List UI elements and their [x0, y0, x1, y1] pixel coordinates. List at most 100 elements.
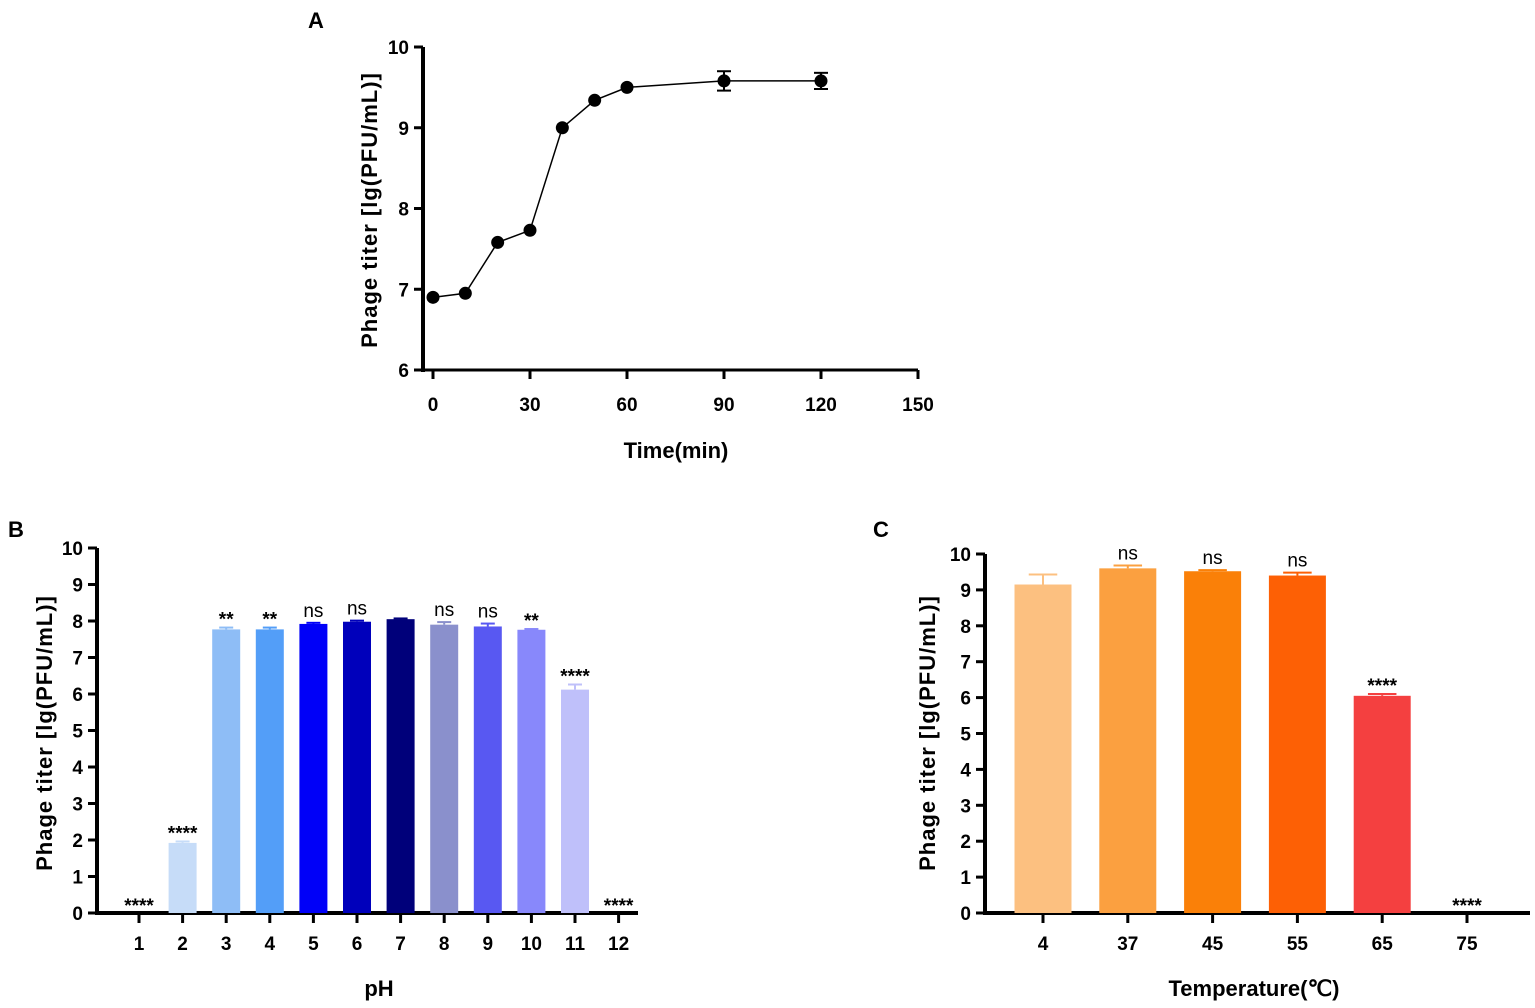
data-point — [588, 93, 602, 107]
y-tick-label: 6 — [398, 361, 409, 382]
bar — [561, 689, 589, 913]
y-tick-label: 8 — [398, 200, 409, 221]
x-tick-label: 150 — [902, 395, 934, 416]
panel-label: B — [8, 517, 24, 542]
y-tick-label: 6 — [960, 689, 971, 710]
y-tick-label: 8 — [72, 612, 83, 633]
significance-label: ns — [434, 600, 454, 621]
data-point — [426, 290, 440, 304]
significance-label: ns — [1203, 548, 1223, 569]
significance-label: **** — [560, 667, 590, 688]
x-tick-label: 90 — [713, 395, 734, 416]
panel-a: A 6 7 8 9 10 0 30 60 90 120 150 Time(min) Phage titer… — [308, 8, 934, 463]
y-tick-label: 1 — [960, 868, 971, 889]
x-tick-label: 75 — [1456, 934, 1478, 955]
bar — [299, 623, 328, 913]
x-tick-label: 11 — [565, 934, 586, 955]
y-tick-label: 2 — [960, 832, 971, 853]
panel-c: C0123456789104ns37ns45ns55****65****75Te… — [873, 517, 1530, 1001]
y-axis-label: Phage titer [lg(PFU/mL)] — [32, 595, 57, 871]
y-tick-label: 2 — [72, 831, 83, 852]
x-tick-label: 2 — [177, 934, 188, 955]
x-tick-label: 37 — [1117, 934, 1138, 955]
x-tick-label: 60 — [616, 395, 637, 416]
bar — [1014, 584, 1072, 913]
significance-label: **** — [124, 896, 154, 917]
panel-label: C — [873, 517, 889, 542]
significance-label: **** — [1367, 676, 1397, 697]
y-tick-label: 4 — [960, 760, 971, 781]
x-tick-label: 12 — [608, 934, 629, 955]
significance-label: **** — [604, 896, 634, 917]
y-tick-label: 7 — [960, 653, 971, 674]
y-tick-label: 0 — [960, 904, 971, 925]
x-tick-label: 30 — [519, 395, 540, 416]
bar — [1268, 575, 1326, 913]
x-tick-label: 8 — [439, 934, 450, 955]
significance-label: ns — [347, 599, 367, 620]
y-tick-label: 1 — [72, 868, 83, 889]
panel-label: A — [308, 8, 324, 33]
y-tick-label: 10 — [62, 539, 83, 560]
y-tick-label: 10 — [950, 545, 971, 566]
significance-label: ns — [1287, 551, 1307, 572]
y-tick-label: 5 — [72, 722, 83, 743]
significance-label: ns — [303, 601, 323, 622]
x-tick-label: 45 — [1202, 934, 1224, 955]
y-tick-label: 4 — [72, 758, 83, 779]
y-tick-label: 0 — [72, 904, 83, 925]
data-point — [814, 74, 828, 88]
bar — [343, 621, 371, 913]
x-tick-label: 7 — [395, 934, 406, 955]
significance-label: ns — [1118, 543, 1138, 564]
x-tick-label: 5 — [308, 934, 319, 955]
data-point — [620, 80, 634, 94]
significance-label: ** — [262, 610, 277, 631]
bar — [430, 624, 459, 913]
x-tick-label: 3 — [221, 934, 232, 955]
x-axis-label: Time(min) — [624, 438, 729, 463]
data-point — [523, 223, 537, 237]
y-tick-label: 7 — [398, 280, 409, 301]
x-tick-label: 10 — [521, 934, 542, 955]
bar — [168, 842, 197, 913]
x-tick-label: 9 — [483, 934, 494, 955]
y-tick-label: 7 — [72, 649, 83, 670]
significance-label: **** — [168, 823, 198, 844]
series-line — [432, 80, 821, 299]
x-axis-label: Temperature(℃) — [1169, 976, 1340, 1001]
bar — [255, 629, 284, 913]
y-tick-label: 3 — [72, 795, 83, 816]
x-axis-label: pH — [364, 976, 393, 1001]
data-point — [555, 121, 569, 135]
significance-label: ns — [478, 602, 498, 623]
x-tick-label: 4 — [265, 934, 276, 955]
x-tick-label: 1 — [134, 934, 145, 955]
bar — [212, 629, 241, 913]
bar — [1353, 695, 1411, 913]
data-point — [458, 286, 472, 300]
significance-label: ** — [219, 610, 234, 631]
x-tick-label: 55 — [1287, 934, 1309, 955]
bar — [473, 626, 502, 913]
x-tick-label: 120 — [805, 395, 837, 416]
data-point — [717, 74, 731, 88]
y-tick-label: 5 — [960, 725, 971, 746]
bar — [1184, 571, 1242, 913]
y-tick-label: 9 — [398, 119, 409, 140]
x-tick-label: 0 — [428, 395, 439, 416]
x-tick-label: 4 — [1038, 934, 1049, 955]
y-tick-label: 10 — [388, 38, 409, 59]
bar — [1099, 568, 1157, 913]
bar — [386, 619, 415, 913]
y-axis-label: Phage titer [lg(PFU/mL)] — [915, 595, 940, 871]
y-tick-label: 3 — [960, 796, 971, 817]
y-tick-label: 8 — [960, 617, 971, 638]
significance-label: ** — [524, 611, 539, 632]
bar — [517, 629, 546, 913]
x-tick-label: 65 — [1372, 934, 1394, 955]
y-tick-label: 9 — [960, 581, 971, 602]
y-axis-label: Phage titer [lg(PFU/mL)] — [357, 72, 382, 348]
y-tick-label: 9 — [72, 576, 83, 597]
